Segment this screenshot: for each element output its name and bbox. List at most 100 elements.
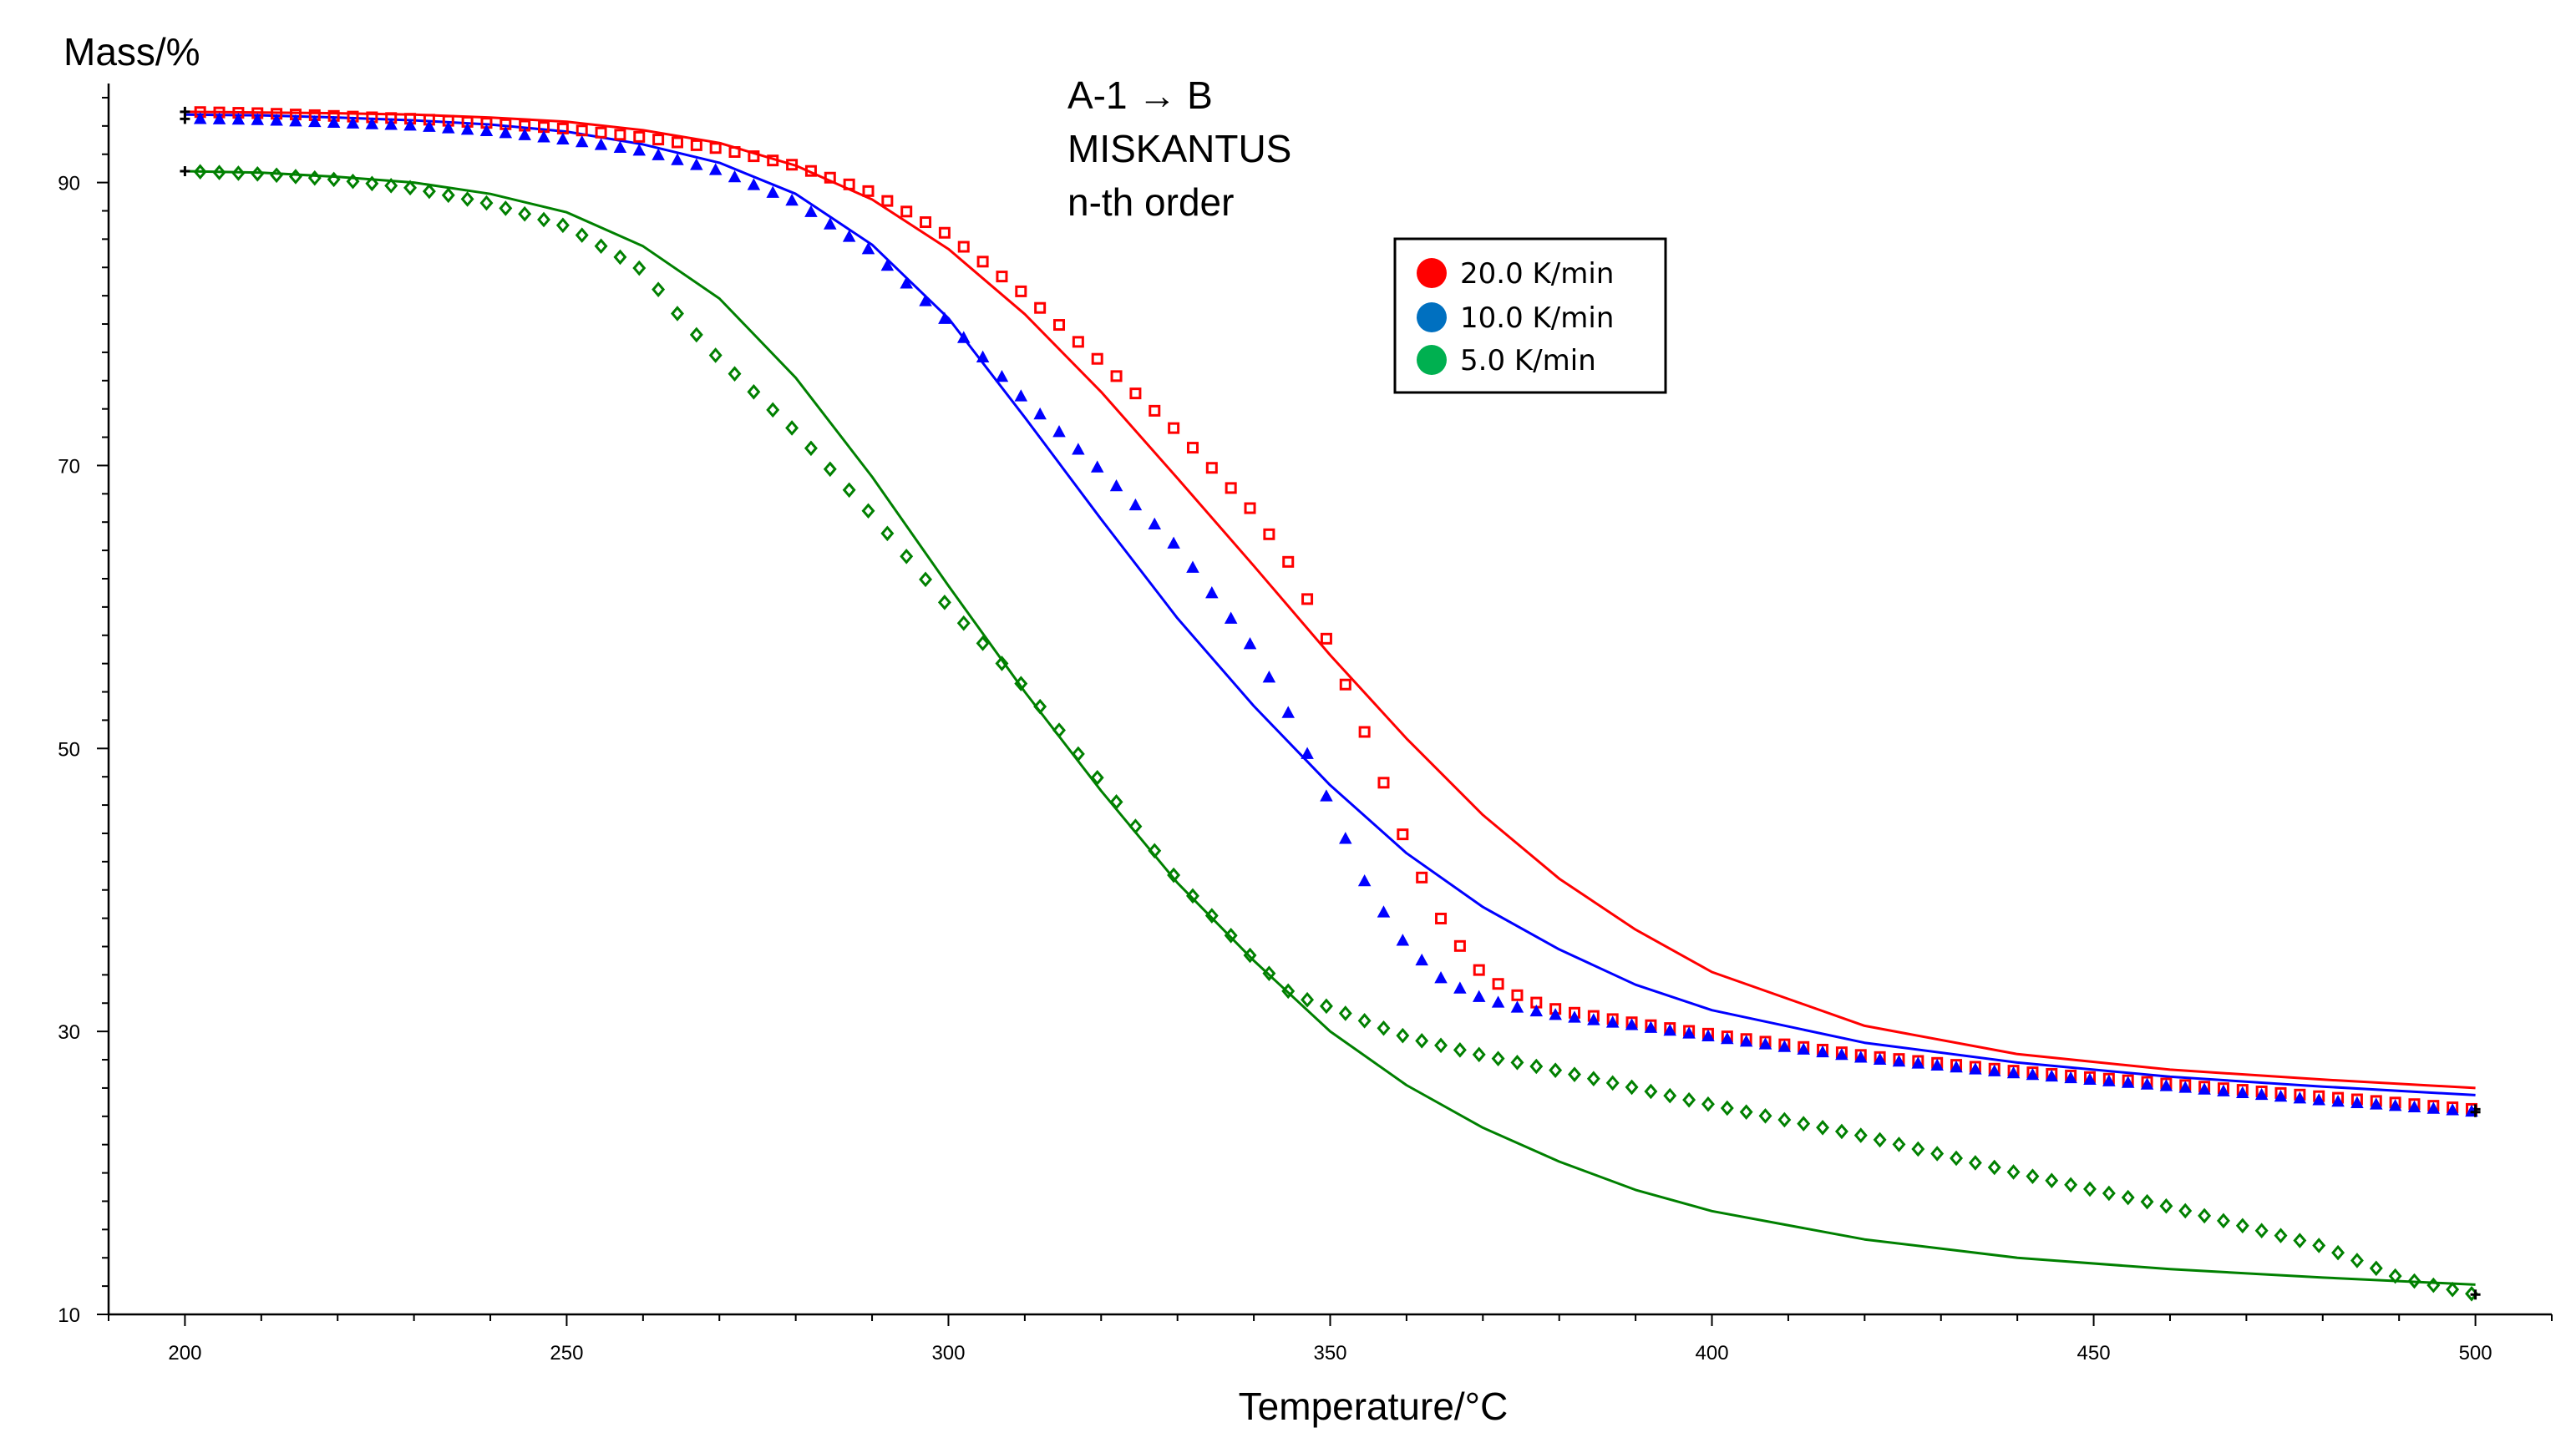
measured-point-series-2 bbox=[2274, 1228, 2288, 1243]
measured-point-series-1 bbox=[1491, 995, 1505, 1008]
measured-point-series-1 bbox=[479, 124, 494, 137]
measured-point-series-1 bbox=[1377, 905, 1391, 918]
measured-point-series-2 bbox=[499, 200, 513, 216]
measured-point-series-2 bbox=[1052, 722, 1066, 738]
measured-point-series-1 bbox=[2350, 1096, 2364, 1108]
measured-point-series-1 bbox=[2407, 1100, 2421, 1113]
measured-point-series-0 bbox=[595, 126, 607, 139]
measured-point-series-2 bbox=[861, 503, 875, 519]
measured-point-series-1 bbox=[1167, 536, 1180, 549]
measured-point-series-0 bbox=[920, 216, 932, 229]
measured-point-series-2 bbox=[1434, 1037, 1448, 1054]
measured-point-series-1 bbox=[919, 294, 932, 306]
measured-point-series-1 bbox=[537, 130, 550, 143]
measured-point-series-0 bbox=[1339, 678, 1351, 691]
measured-point-series-0 bbox=[671, 136, 683, 149]
measured-point-series-2 bbox=[479, 195, 494, 211]
annotation-model: n-th order bbox=[1067, 180, 1234, 224]
measured-point-series-0 bbox=[1492, 978, 1504, 990]
measured-point-series-2 bbox=[880, 525, 895, 542]
measured-point-series-0 bbox=[938, 226, 951, 239]
measured-point-series-0 bbox=[1263, 528, 1275, 540]
measured-point-series-2 bbox=[1987, 1159, 2001, 1176]
measured-point-series-1 bbox=[212, 112, 226, 124]
measured-point-series-2 bbox=[2331, 1244, 2345, 1261]
measured-point-series-1 bbox=[1873, 1052, 1887, 1065]
measured-point-series-2 bbox=[1109, 794, 1123, 810]
measured-point-series-1 bbox=[2045, 1069, 2059, 1082]
measured-point-series-2 bbox=[270, 167, 284, 184]
endpoint-marker-series-1 bbox=[180, 114, 190, 124]
measured-point-series-1 bbox=[270, 114, 283, 126]
measured-point-series-2 bbox=[1377, 1020, 1391, 1036]
measured-point-series-0 bbox=[1511, 989, 1524, 1001]
measured-point-series-1 bbox=[1415, 953, 1428, 966]
measured-point-series-1 bbox=[251, 113, 265, 125]
measured-point-series-2 bbox=[537, 211, 550, 228]
measured-point-series-2 bbox=[1950, 1150, 1964, 1167]
measured-point-series-2 bbox=[555, 217, 570, 234]
measured-point-series-1 bbox=[2293, 1091, 2307, 1104]
x-tick-label: 400 bbox=[1696, 1342, 1729, 1365]
measured-point-series-1 bbox=[2254, 1087, 2269, 1101]
measured-point-series-2 bbox=[1739, 1104, 1753, 1120]
measured-point-series-2 bbox=[1204, 908, 1219, 924]
measured-point-series-2 bbox=[365, 175, 379, 192]
endpoint-marker-series-2 bbox=[180, 166, 190, 177]
measured-point-series-2 bbox=[2064, 1177, 2078, 1193]
measured-point-series-1 bbox=[2178, 1081, 2193, 1093]
measured-point-series-2 bbox=[2083, 1181, 2097, 1197]
measured-point-series-0 bbox=[900, 205, 913, 218]
measured-point-series-1 bbox=[1892, 1054, 1906, 1067]
measured-point-series-2 bbox=[575, 227, 589, 243]
measured-point-series-0 bbox=[1034, 301, 1047, 314]
measured-point-series-2 bbox=[2426, 1277, 2441, 1294]
measured-point-series-2 bbox=[842, 482, 856, 499]
measured-point-series-1 bbox=[1033, 407, 1047, 420]
measured-point-series-0 bbox=[1072, 336, 1084, 348]
fit-line-series-0 bbox=[185, 110, 2476, 1090]
measured-point-series-1 bbox=[2198, 1082, 2211, 1095]
measured-point-series-1 bbox=[824, 217, 837, 230]
measured-point-series-1 bbox=[995, 369, 1009, 382]
measured-point-series-2 bbox=[1605, 1075, 1620, 1091]
legend-marker-20 bbox=[1417, 258, 1447, 288]
measured-point-series-1 bbox=[346, 116, 360, 129]
measured-point-series-1 bbox=[1148, 517, 1162, 530]
measured-point-series-2 bbox=[2026, 1168, 2040, 1184]
measured-point-series-2 bbox=[2159, 1197, 2173, 1214]
measured-point-series-0 bbox=[1282, 555, 1295, 568]
measured-point-series-1 bbox=[1529, 1004, 1544, 1017]
annotation-material: MISKANTUS bbox=[1067, 127, 1291, 170]
measured-point-series-2 bbox=[2369, 1260, 2383, 1277]
measured-point-series-1 bbox=[1777, 1040, 1792, 1052]
y-tick-label: 70 bbox=[58, 455, 80, 478]
measured-point-series-0 bbox=[1416, 871, 1428, 884]
measured-point-series-2 bbox=[288, 169, 302, 185]
measured-point-series-2 bbox=[1568, 1066, 1581, 1082]
axis-ticks: 200 250 300 350 400 450 500 10 30 50 70 90 bbox=[58, 96, 2553, 1365]
measured-point-series-1 bbox=[1014, 389, 1028, 402]
measured-point-series-1 bbox=[766, 185, 779, 198]
measured-point-series-2 bbox=[307, 170, 322, 186]
measured-point-series-1 bbox=[938, 311, 951, 324]
measured-point-series-1 bbox=[842, 230, 856, 242]
measured-point-series-0 bbox=[1015, 285, 1027, 297]
measured-point-series-2 bbox=[1586, 1071, 1600, 1087]
measured-point-series-1 bbox=[1930, 1058, 1944, 1071]
measured-point-series-2 bbox=[976, 635, 990, 651]
measured-point-series-2 bbox=[995, 656, 1009, 671]
measured-point-series-1 bbox=[365, 117, 379, 129]
measured-point-series-1 bbox=[575, 134, 589, 148]
legend: 20.0 K/min 10.0 K/min 5.0 K/min bbox=[1393, 237, 1667, 394]
measured-point-series-0 bbox=[1205, 462, 1218, 474]
measured-point-series-0 bbox=[1435, 912, 1448, 924]
measured-point-series-1 bbox=[1090, 460, 1104, 473]
measured-point-series-1 bbox=[289, 114, 302, 127]
measured-point-series-1 bbox=[2331, 1094, 2345, 1107]
measured-point-series-1 bbox=[652, 148, 665, 160]
measured-point-series-0 bbox=[576, 124, 588, 137]
measured-point-series-1 bbox=[1739, 1035, 1753, 1047]
measured-point-series-2 bbox=[1148, 843, 1162, 859]
